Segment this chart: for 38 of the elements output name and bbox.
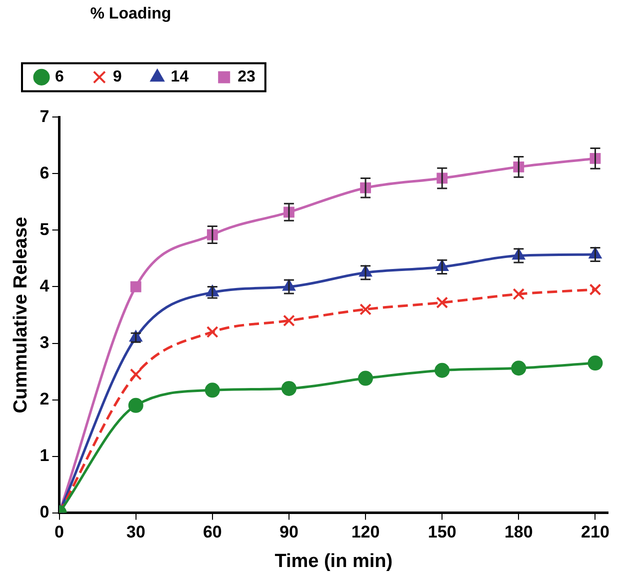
point <box>128 398 144 413</box>
y-tick-label: 3 <box>40 332 50 352</box>
y-tick-label: 2 <box>40 389 50 408</box>
legend-title: % Loading <box>90 5 172 22</box>
y-tick-label: 6 <box>40 163 50 182</box>
point <box>283 314 295 327</box>
x-tick-label: 60 <box>202 522 222 542</box>
point <box>130 368 142 380</box>
point <box>360 303 372 316</box>
x-tick-label: 90 <box>280 522 298 542</box>
x-tick-label: 210 <box>581 522 610 542</box>
point <box>436 296 448 309</box>
point <box>512 288 525 300</box>
point <box>130 281 142 292</box>
y-tick-label: 1 <box>40 446 50 465</box>
point <box>511 360 526 376</box>
point <box>588 356 603 371</box>
x-tick-label: 30 <box>126 522 146 542</box>
x-axis-title: Time (in min) <box>274 550 393 572</box>
y-axis-title: Cummulative Release <box>10 216 32 414</box>
y-tick-label: 4 <box>40 276 50 296</box>
x-tick-label: 150 <box>428 522 456 542</box>
point <box>589 284 602 296</box>
point <box>281 380 296 396</box>
y-tick-label: 0 <box>40 502 50 522</box>
y-tick-label: 5 <box>40 220 50 239</box>
legend-label: 23 <box>238 68 256 86</box>
legend-label: 14 <box>170 68 189 86</box>
legend-label: 6 <box>55 68 64 86</box>
x-tick-label: 180 <box>504 522 533 542</box>
y-tick-label: 7 <box>40 106 50 126</box>
point <box>206 326 218 338</box>
point <box>204 382 220 398</box>
x-tick-label: 0 <box>54 522 64 542</box>
x-tick-label: 120 <box>351 522 380 542</box>
point <box>434 362 450 378</box>
point <box>358 370 374 386</box>
legend-label: 9 <box>112 68 122 86</box>
